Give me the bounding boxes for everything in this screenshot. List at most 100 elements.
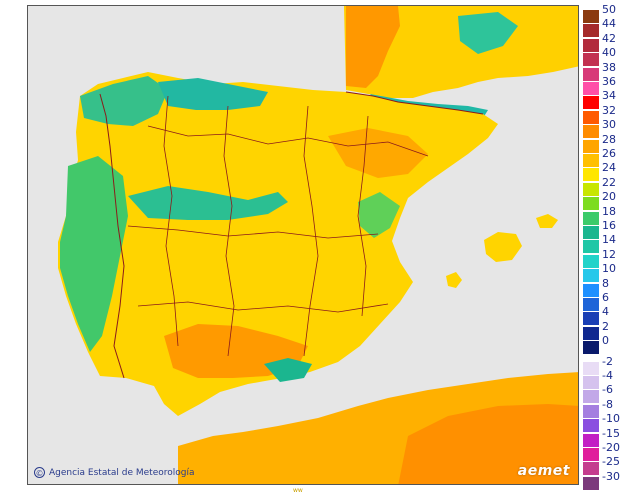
bottom-mark: ww <box>293 487 303 494</box>
legend-label: 34 <box>602 89 616 103</box>
legend-swatch <box>583 139 599 154</box>
legend-entry: 24 <box>583 162 630 183</box>
legend-label: 18 <box>602 204 616 218</box>
legend-swatch <box>583 462 599 477</box>
province-border-5 <box>303 105 319 357</box>
west-cool-zone <box>60 156 128 352</box>
legend-label: 16 <box>602 219 616 232</box>
legend-entry: 16 <box>583 220 630 240</box>
legend-entry: 50 <box>583 4 630 24</box>
legend-swatch <box>583 433 599 448</box>
legend-swatch <box>583 168 599 183</box>
legend-label: 42 <box>602 31 616 45</box>
legend-label: 0 <box>602 334 609 348</box>
legend-label: 8 <box>602 276 609 290</box>
legend-entry: 36 <box>583 76 630 96</box>
legend-label: 14 <box>602 233 616 247</box>
legend-label: 10 <box>602 262 616 276</box>
legend-swatch <box>583 312 599 327</box>
legend-swatch <box>583 24 599 39</box>
legend-swatch <box>583 154 599 168</box>
legend-swatch <box>583 476 599 491</box>
legend-label: 22 <box>602 175 616 189</box>
legend-entry: 14 <box>583 234 630 255</box>
legend-entry: 42 <box>583 32 630 53</box>
legend-label: 26 <box>602 147 616 160</box>
legend-entry: -8 <box>583 398 630 419</box>
legend-entry: -4 <box>583 370 630 390</box>
legend-label: -4 <box>602 369 613 382</box>
legend-swatch <box>583 110 599 125</box>
legend-swatch <box>583 67 599 82</box>
legend-swatch <box>583 404 599 419</box>
province-border-3 <box>137 301 389 313</box>
legend-label: 50 <box>602 3 616 16</box>
legend-label: 36 <box>602 75 616 88</box>
legend-swatch <box>583 125 599 140</box>
legend-label: -15 <box>602 426 620 440</box>
legend-label: 30 <box>602 118 616 132</box>
legend-label: 32 <box>602 103 616 117</box>
legend-swatch <box>583 226 599 240</box>
menorca-island <box>536 214 558 228</box>
legend-entry: 6 <box>583 292 630 312</box>
legend-swatch <box>583 283 599 298</box>
spain-portugal-border <box>99 93 125 379</box>
legend-label: -20 <box>602 441 620 454</box>
legend-swatch <box>583 38 599 53</box>
legend-swatch <box>583 361 599 376</box>
legend-entry: 22 <box>583 176 630 197</box>
legend-entry: 40 <box>583 47 630 68</box>
credit-text: Agencia Estatal de Meteorología <box>49 467 195 478</box>
legend-label: 44 <box>602 17 616 31</box>
legend-entry: 18 <box>583 205 630 226</box>
legend-entry: 10 <box>583 263 630 284</box>
legend-label: -2 <box>602 354 613 368</box>
legend-entry: -6 <box>583 384 630 405</box>
legend-entry: 28 <box>583 133 630 154</box>
legend-label: 12 <box>602 247 616 261</box>
province-border-4 <box>223 105 235 357</box>
legend-swatch <box>583 182 599 197</box>
legend-entry: 20 <box>583 191 630 212</box>
galicia-cool-zone <box>80 76 168 126</box>
mallorca-island <box>484 232 522 262</box>
legend-swatch <box>583 448 599 462</box>
legend-swatch <box>583 376 599 390</box>
ebro-hot-zone <box>328 128 428 178</box>
province-border-2 <box>127 225 379 239</box>
legend-label: -30 <box>602 469 620 483</box>
copyright-icon: © <box>34 467 45 478</box>
legend-label: -10 <box>602 412 620 426</box>
legend-swatch <box>583 341 599 356</box>
legend-label: 20 <box>602 190 616 204</box>
legend-entry: -15 <box>583 427 630 448</box>
legend-entry: 44 <box>583 18 630 39</box>
legend-swatch <box>583 269 599 284</box>
legend-entry: 12 <box>583 248 630 269</box>
sierra-nevada-cool-zone <box>264 358 312 382</box>
legend-swatch <box>583 82 599 96</box>
legend-entry: -2 <box>583 355 630 376</box>
legend-swatch <box>583 197 599 212</box>
legend-swatch <box>583 10 599 24</box>
aemet-logo: aemet <box>517 463 570 479</box>
legend-label: 28 <box>602 132 616 146</box>
legend-swatch <box>583 211 599 226</box>
province-border-7 <box>357 115 369 317</box>
province-border-6 <box>163 95 179 347</box>
legend-entry: -20 <box>583 442 630 462</box>
iberian-system-cool-zone <box>358 192 400 238</box>
legend-swatch <box>583 326 599 341</box>
legend-entry: 0 <box>583 335 630 356</box>
france-hot-zone <box>346 6 400 88</box>
legend-label: 40 <box>602 46 616 60</box>
ibiza-island <box>446 272 462 288</box>
legend-entry: -25 <box>583 456 630 477</box>
legend-entry: 32 <box>583 104 630 125</box>
legend-entry: 26 <box>583 148 630 168</box>
legend-label: 24 <box>602 161 616 175</box>
province-border-1 <box>147 125 429 157</box>
legend-label: -6 <box>602 383 613 397</box>
legend-entry: 34 <box>583 90 630 111</box>
